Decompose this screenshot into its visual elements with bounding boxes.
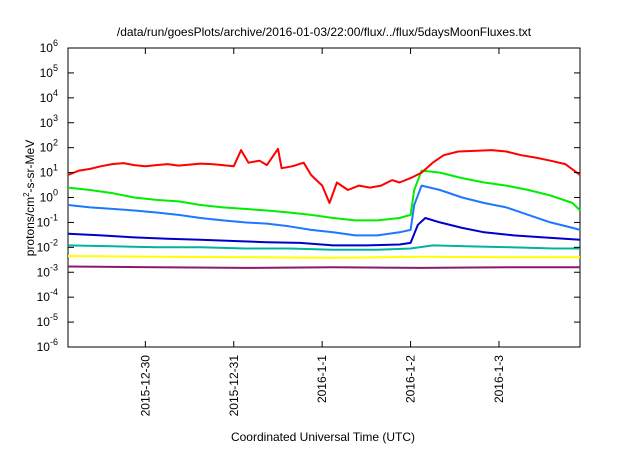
x-tick-label: 2015-12-30 <box>138 355 152 417</box>
series-line <box>68 171 580 221</box>
y-tick-base: 10 <box>37 240 51 254</box>
chart-title: /data/run/goesPlots/archive/2016-01-03/2… <box>117 25 532 39</box>
y-label-prefix: protons/cm <box>23 197 37 256</box>
series-layer <box>68 149 580 268</box>
y-tick-exponent: 0 <box>53 188 58 198</box>
y-tick-label: 10-1 <box>37 212 58 229</box>
y-tick-base: 10 <box>37 315 51 329</box>
series-line <box>68 149 580 203</box>
y-label-suffix: -s-sr-MeV <box>23 140 37 193</box>
y-tick-label: 10-5 <box>37 312 58 329</box>
y-tick-label: 102 <box>40 138 58 155</box>
x-axis-label: Coordinated Universal Time (UTC) <box>231 430 415 444</box>
y-tick-label: 10-6 <box>37 337 58 354</box>
x-tick-label: 2016-1-2 <box>404 355 418 403</box>
y-tick-base: 10 <box>40 91 54 105</box>
plot-area <box>68 48 580 347</box>
y-tick-base: 10 <box>37 290 51 304</box>
y-tick-exponent: 1 <box>53 163 58 173</box>
y-tick-exponent: 6 <box>53 38 58 48</box>
x-tick-label: 2015-12-31 <box>227 355 241 417</box>
y-tick-base: 10 <box>40 166 54 180</box>
y-axis-label: protons/cm2-s-sr-MeV <box>22 140 37 256</box>
y-tick-label: 10-2 <box>37 237 58 254</box>
y-tick-base: 10 <box>40 66 54 80</box>
y-tick-exponent: -6 <box>50 337 58 347</box>
y-tick-exponent: -3 <box>50 262 58 272</box>
y-tick-exponent: 5 <box>53 63 58 73</box>
y-tick-base: 10 <box>37 340 51 354</box>
y-tick-base: 10 <box>37 265 51 279</box>
y-tick-exponent: -1 <box>50 212 58 222</box>
y-tick-label: 104 <box>40 88 58 105</box>
y-tick-base: 10 <box>40 191 54 205</box>
y-tick-label: 106 <box>40 38 58 55</box>
series-line <box>68 256 580 258</box>
series-line <box>68 245 580 249</box>
y-tick-base: 10 <box>37 215 51 229</box>
y-tick-label: 10-4 <box>37 287 58 304</box>
y-tick-label: 100 <box>40 188 58 205</box>
y-tick-exponent: -2 <box>50 237 58 247</box>
y-tick-base: 10 <box>40 41 54 55</box>
y-tick-exponent: 4 <box>53 88 58 98</box>
y-axis: 10-610-510-410-310-210-11001011021031041… <box>37 38 580 354</box>
x-axis: 2015-12-30 2015-12-31 2016-1-1 2016-1-2 2016… <box>138 48 506 416</box>
y-tick-label: 10-3 <box>37 262 58 279</box>
series-line <box>68 186 580 236</box>
y-tick-base: 10 <box>40 141 54 155</box>
y-tick-exponent: -5 <box>50 312 58 322</box>
y-tick-label: 103 <box>40 113 58 130</box>
series-line <box>68 267 580 268</box>
plot-frame <box>68 48 580 347</box>
x-tick-label: 2016-1-1 <box>315 355 329 403</box>
y-tick-label: 101 <box>40 163 58 180</box>
y-tick-exponent: -4 <box>50 287 58 297</box>
y-tick-label: 105 <box>40 63 58 80</box>
x-tick-label: 2016-1-3 <box>492 355 506 403</box>
y-tick-exponent: 3 <box>53 113 58 123</box>
y-tick-base: 10 <box>40 116 54 130</box>
y-tick-exponent: 2 <box>53 138 58 148</box>
